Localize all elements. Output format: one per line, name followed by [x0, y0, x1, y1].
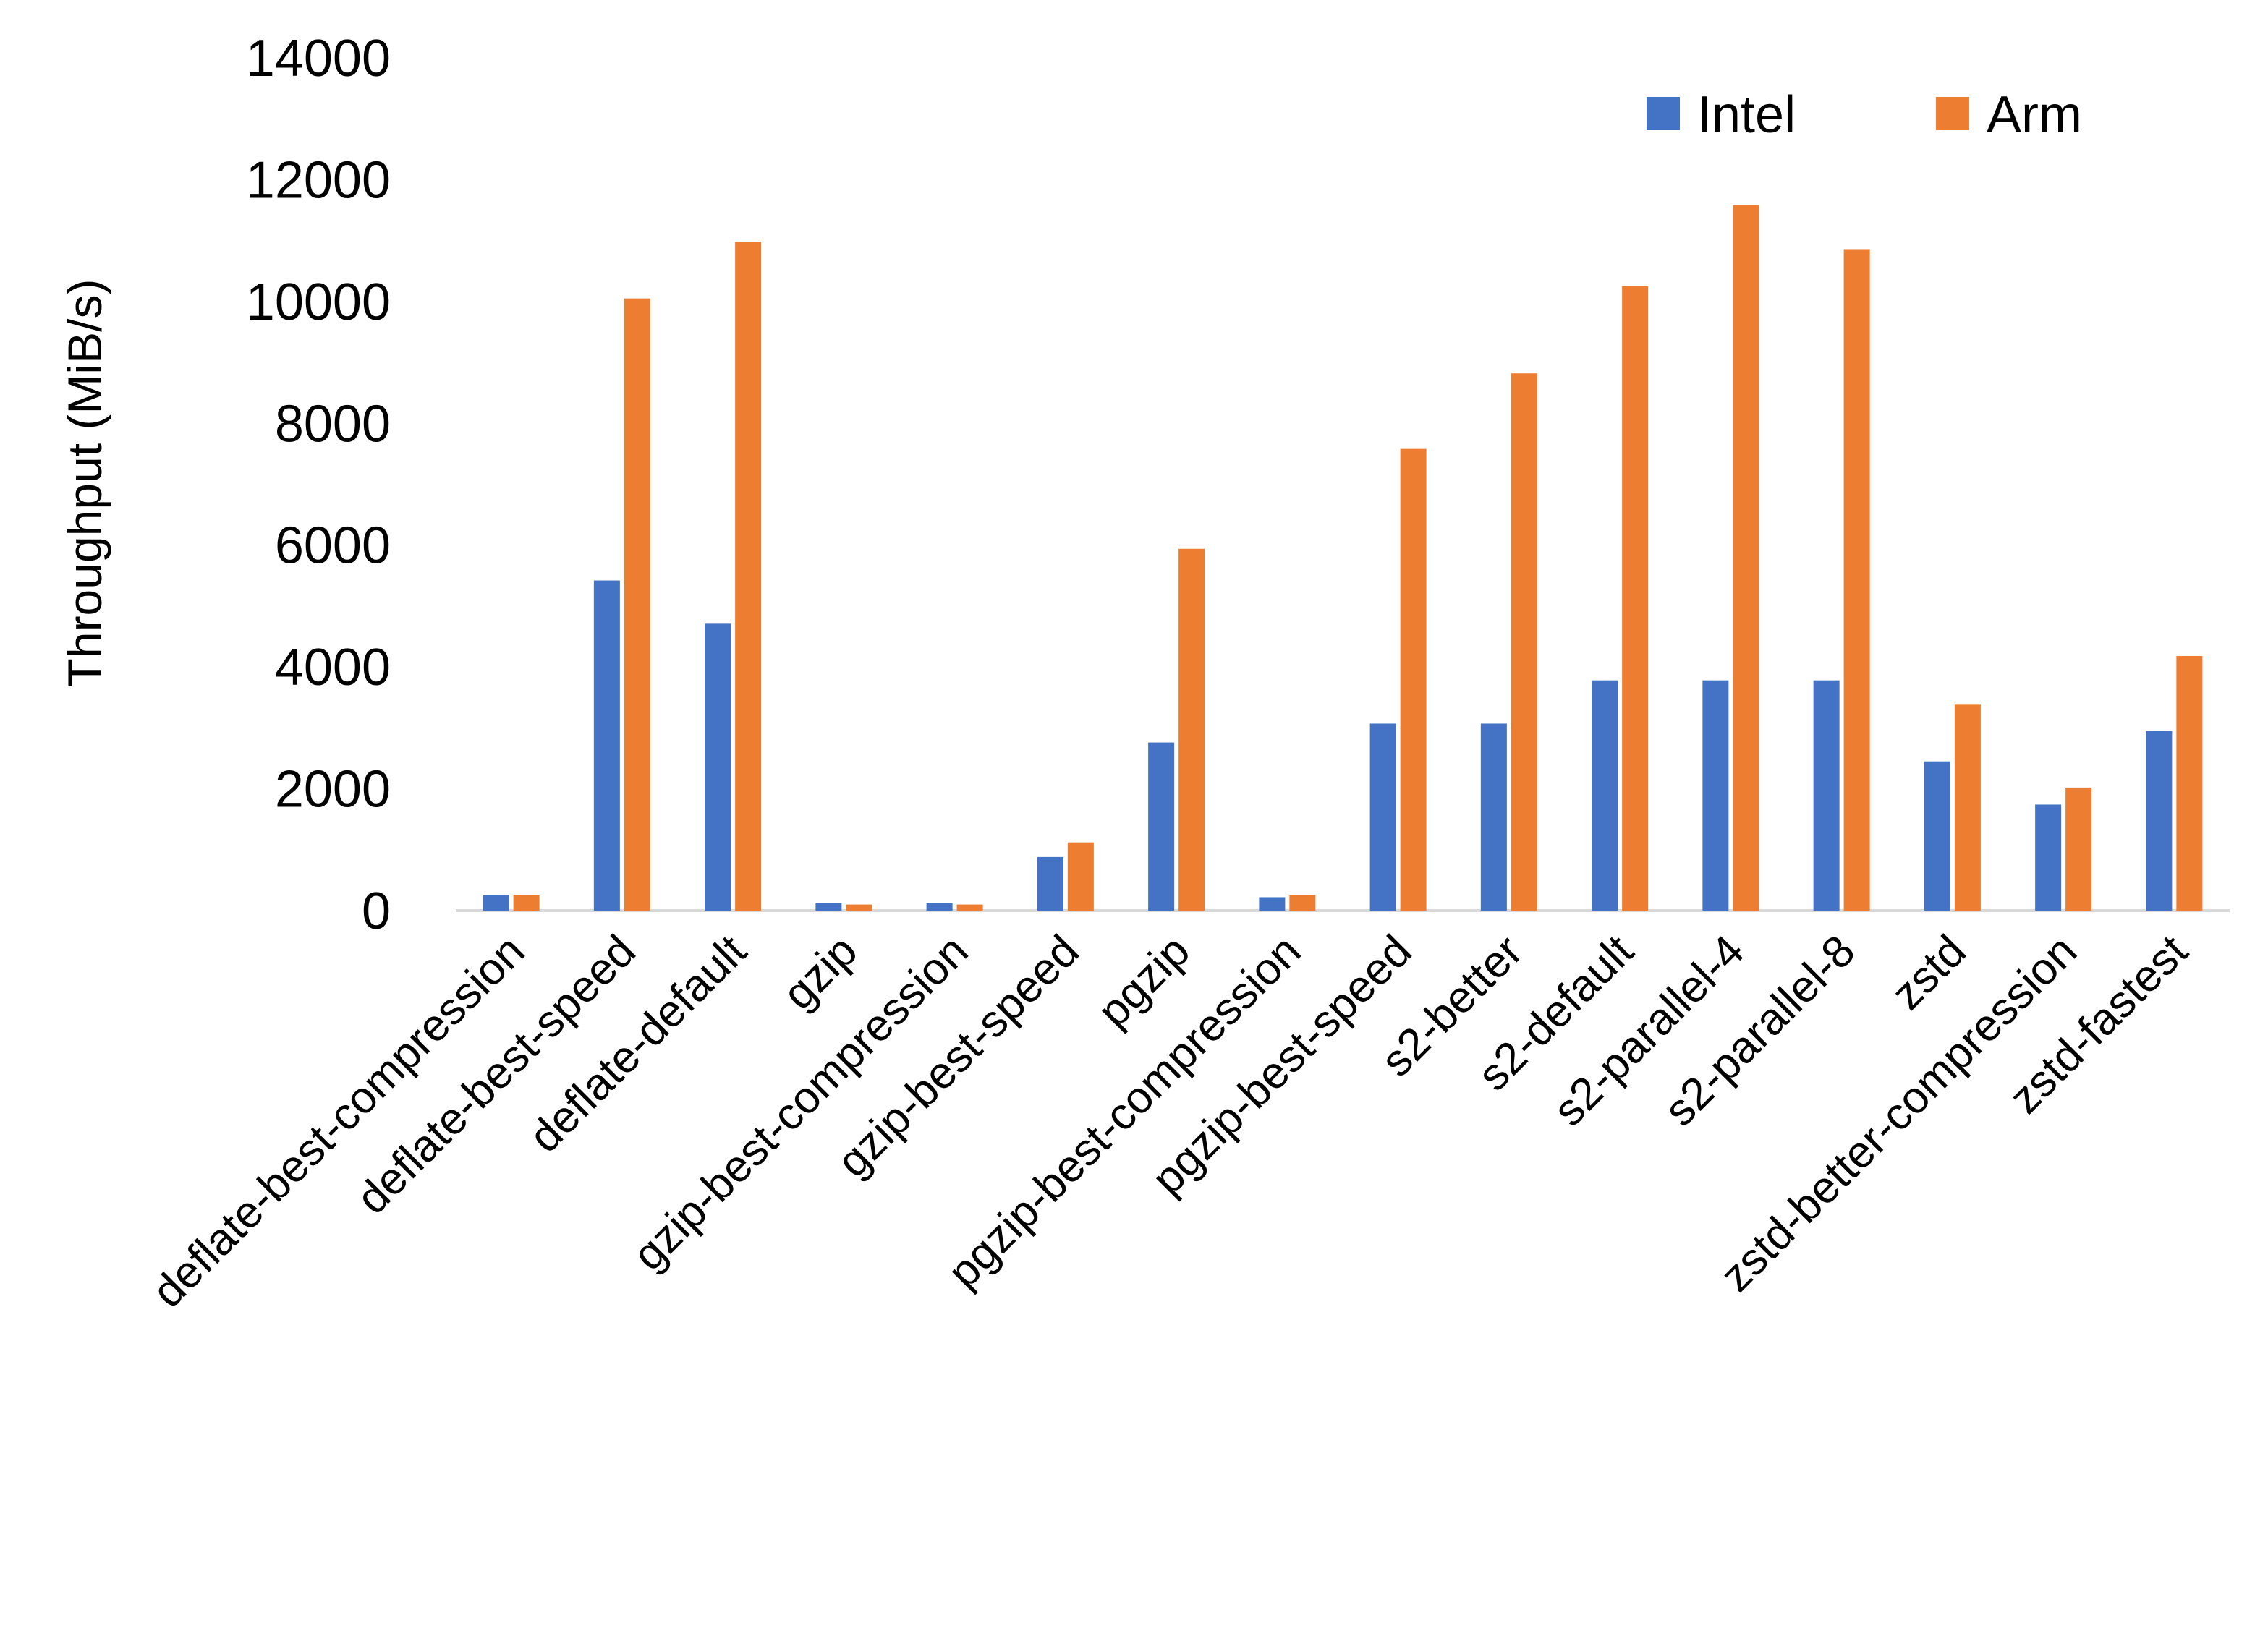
- bar-arm-gzip-best-speed: [1067, 842, 1094, 911]
- bar-intel-deflate-best-compression: [483, 895, 509, 911]
- legend-swatch-arm: [1936, 97, 1969, 130]
- legend-swatch-intel: [1647, 97, 1680, 130]
- x-axis-labels: deflate-best-compressiondeflate-best-spe…: [143, 926, 2198, 1317]
- bar-arm-deflate-best-speed: [624, 298, 650, 911]
- y-tick-label: 14000: [246, 30, 391, 88]
- bar-arm-pgzip: [1178, 548, 1205, 911]
- bar-intel-pgzip: [1148, 742, 1175, 911]
- x-tick-label: gzip: [773, 926, 867, 1019]
- legend: Intel Arm: [1647, 86, 2082, 144]
- bar-arm-zstd: [1954, 704, 1981, 911]
- y-tick-label: 10000: [246, 273, 391, 331]
- bar-arm-zstd-fastest: [2176, 655, 2203, 911]
- y-tick-label: 8000: [275, 395, 391, 453]
- y-tick-label: 2000: [275, 761, 391, 819]
- x-tick-label: zstd: [1882, 926, 1976, 1019]
- y-axis-label: Throughput (MiB/s): [58, 279, 111, 688]
- bar-arm-s2-parallel-8: [1843, 249, 1870, 911]
- bar-intel-s2-parallel-8: [1813, 680, 1840, 911]
- bar-arm-zstd-better-compression: [2065, 787, 2092, 911]
- bar-intel-gzip-best-compression: [926, 903, 953, 911]
- legend-label-arm: Arm: [1987, 86, 2082, 144]
- legend-label-intel: Intel: [1697, 86, 1796, 144]
- bar-arm-deflate-best-compression: [513, 895, 540, 911]
- bar-arm-gzip: [846, 904, 872, 911]
- bar-intel-gzip-best-speed: [1037, 856, 1063, 911]
- y-tick-label: 4000: [275, 639, 391, 697]
- bar-arm-deflate-default: [735, 242, 762, 911]
- bar-intel-zstd-fastest: [2146, 731, 2173, 911]
- bar-arm-s2-better: [1511, 373, 1537, 911]
- bar-arm-s2-default: [1622, 286, 1649, 911]
- bar-intel-pgzip-best-speed: [1369, 723, 1396, 911]
- bar-arm-gzip-best-compression: [956, 904, 983, 911]
- bar-intel-gzip: [815, 903, 842, 911]
- bar-intel-s2-default: [1592, 680, 1618, 911]
- bars: [483, 205, 2203, 911]
- y-tick-label: 12000: [246, 151, 391, 209]
- bar-arm-pgzip-best-compression: [1289, 895, 1316, 911]
- y-tick-label: 0: [362, 882, 391, 940]
- bar-intel-zstd: [1924, 761, 1950, 911]
- bar-intel-deflate-default: [705, 623, 731, 911]
- y-axis-ticks: 0 2000 4000 6000 8000 10000 12000 14000: [246, 30, 391, 940]
- bar-intel-s2-better: [1480, 723, 1507, 911]
- bar-arm-s2-parallel-4: [1733, 205, 1759, 911]
- bar-intel-deflate-best-speed: [593, 580, 620, 911]
- bar-intel-pgzip-best-compression: [1259, 897, 1286, 911]
- bar-intel-s2-parallel-4: [1702, 680, 1729, 911]
- bar-arm-pgzip-best-speed: [1400, 448, 1427, 911]
- y-tick-label: 6000: [275, 517, 391, 575]
- bar-intel-zstd-better-compression: [2035, 804, 2062, 911]
